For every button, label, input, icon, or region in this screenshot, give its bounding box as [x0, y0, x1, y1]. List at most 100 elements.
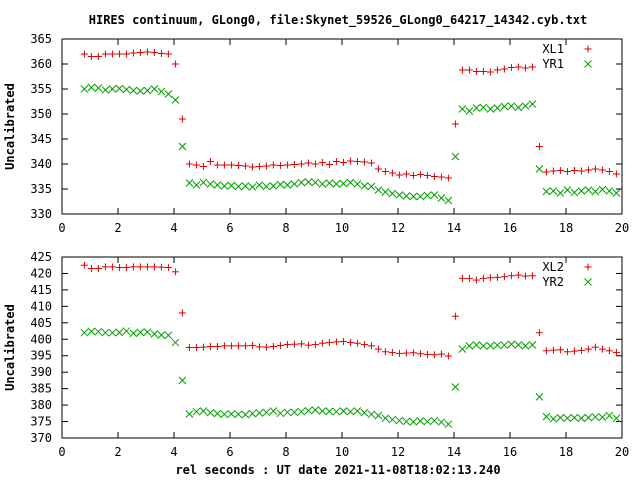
data-point-yr1: [248, 183, 257, 191]
data-point-xl2: [297, 340, 305, 348]
data-point-xl2: [94, 265, 102, 273]
y-tick-label: 385: [30, 382, 52, 396]
data-point-xl2: [241, 342, 249, 350]
lower-legend: XL2 YR2: [542, 260, 592, 289]
data-point-yr1: [458, 105, 467, 113]
data-point-xl1: [213, 161, 221, 169]
data-point-xl1: [360, 158, 368, 166]
data-point-yr2: [178, 376, 187, 385]
data-point-xl2: [346, 339, 354, 347]
data-point-yr2: [297, 407, 306, 416]
upper-data-points: [80, 48, 621, 205]
data-point-yr2: [262, 408, 271, 417]
data-point-xl2: [612, 348, 620, 356]
data-point-yr1: [94, 84, 103, 92]
data-point-xl1: [402, 170, 410, 178]
data-point-yr2: [136, 328, 145, 337]
data-point-yr2: [486, 342, 495, 350]
data-point-yr1: [367, 182, 376, 191]
data-point-xl2: [598, 345, 606, 353]
data-point-xl2: [304, 341, 312, 349]
data-point-yr2: [325, 407, 334, 416]
data-point-yr2: [535, 393, 544, 401]
data-point-xl1: [570, 167, 578, 174]
data-point-xl1: [465, 66, 473, 74]
data-point-xl2: [80, 261, 88, 269]
data-point-yr1: [297, 178, 306, 187]
data-point-yr1: [388, 189, 397, 198]
data-point-yr1: [101, 86, 110, 94]
x-axis-label: rel seconds : UT date 2021-11-08T18:02:1…: [175, 463, 500, 477]
data-point-yr1: [563, 186, 572, 194]
data-point-xl2: [556, 346, 564, 354]
data-point-xl2: [535, 329, 543, 337]
data-point-yr2: [374, 411, 383, 420]
data-point-yr2: [213, 409, 222, 418]
data-point-yr2: [549, 415, 558, 423]
y-tick-label: 405: [30, 316, 52, 330]
data-point-xl1: [94, 53, 102, 60]
data-point-xl2: [479, 274, 487, 282]
data-point-yr2: [150, 330, 159, 338]
legend-label-yr2: YR2: [542, 275, 564, 289]
data-point-xl2: [129, 263, 137, 271]
data-point-xl1: [129, 49, 137, 57]
data-point-yr2: [367, 410, 376, 419]
x-tick-label: 10: [335, 445, 349, 459]
data-point-xl2: [332, 338, 340, 346]
data-point-xl2: [339, 338, 347, 346]
data-point-yr1: [507, 102, 516, 110]
data-point-xl1: [164, 50, 172, 58]
data-point-xl2: [164, 264, 172, 272]
data-point-xl2: [311, 341, 319, 349]
x-tick-label: 4: [170, 221, 177, 235]
y-tick-label: 360: [30, 57, 52, 71]
data-point-yr2: [465, 342, 474, 350]
data-point-xl2: [108, 263, 116, 271]
data-point-yr1: [276, 180, 285, 189]
y-tick-label: 350: [30, 107, 52, 121]
data-point-yr1: [409, 192, 418, 201]
data-point-xl2: [458, 274, 466, 282]
data-point-xl1: [367, 159, 375, 167]
data-point-yr2: [360, 408, 369, 417]
data-point-xl1: [472, 68, 480, 75]
data-point-xl2: [437, 350, 445, 358]
data-point-yr1: [451, 152, 460, 161]
data-point-xl1: [444, 174, 452, 182]
data-point-yr2: [528, 341, 537, 349]
legend-label-xl1: XL1: [542, 42, 564, 56]
data-point-yr1: [486, 105, 495, 113]
data-point-yr1: [374, 186, 383, 194]
data-point-yr1: [605, 187, 614, 195]
y-tick-label: 330: [30, 207, 52, 221]
data-point-xl2: [227, 342, 235, 350]
data-point-xl1: [556, 167, 564, 174]
data-point-xl1: [346, 157, 354, 165]
data-point-xl2: [402, 349, 410, 357]
data-point-xl1: [423, 172, 431, 179]
data-point-xl1: [507, 64, 515, 71]
data-point-xl1: [101, 50, 109, 58]
data-point-xl2: [486, 274, 494, 282]
data-point-xl1: [381, 168, 389, 175]
data-point-xl2: [234, 342, 242, 350]
data-point-xl2: [570, 347, 578, 355]
data-point-yr2: [353, 407, 362, 415]
data-point-yr1: [591, 187, 600, 196]
data-point-xl2: [605, 347, 613, 355]
data-point-yr1: [521, 102, 530, 110]
data-point-xl2: [115, 264, 123, 272]
data-point-xl2: [493, 273, 501, 281]
y-tick-label: 340: [30, 157, 52, 171]
data-point-xl1: [521, 64, 529, 72]
lower-y-axis-label: Uncalibrated: [3, 304, 17, 391]
data-point-yr1: [143, 86, 152, 95]
data-point-yr1: [395, 191, 404, 199]
data-point-xl2: [122, 264, 130, 272]
data-point-yr2: [458, 345, 467, 353]
data-point-xl2: [206, 343, 214, 351]
data-point-xl2: [269, 343, 277, 351]
data-point-xl1: [234, 162, 242, 169]
y-tick-label: 370: [30, 431, 52, 445]
